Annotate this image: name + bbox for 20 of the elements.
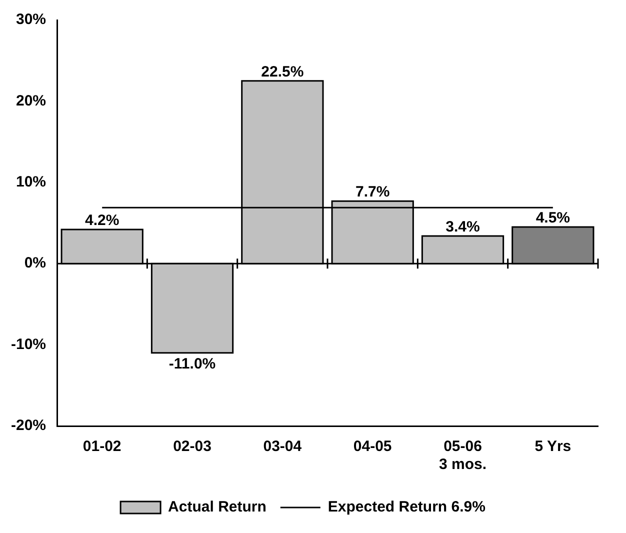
y-tick-label: 20% [16,92,46,110]
data-label: 22.5% [261,64,304,81]
x-tick-label: 04-05 [353,438,392,456]
y-tick-label: 10% [16,174,46,191]
data-label: 7.7% [355,184,390,201]
legend-label: Actual Return [168,498,266,516]
data-label: -11.0% [168,356,216,373]
x-tick-label: 5 Yrs [534,438,572,456]
y-tick-label: -20% [10,417,46,434]
data-label: 4.2% [84,212,120,230]
legend-label: Expected Return 6.9% [328,498,486,516]
x-tick-label: 03-04 [263,438,302,456]
y-tick-label: 0% [24,254,46,272]
x-tick-label: 05-06 3 mos. [438,438,487,474]
x-tick-label: 02-03 [173,438,212,456]
y-tick-label: -10% [10,336,46,353]
data-label: 3.4% [446,218,480,236]
x-tick-label: 01-02 [82,438,122,456]
data-label: 4.5% [536,210,570,227]
y-tick-label: 30% [16,11,46,28]
